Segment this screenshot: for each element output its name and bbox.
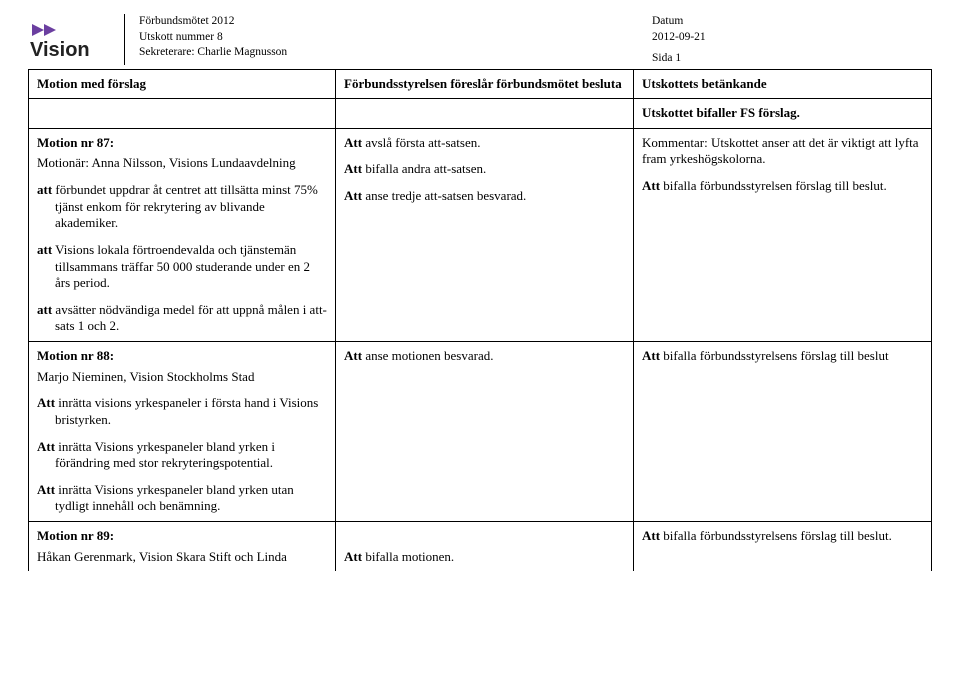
- motion-author: Håkan Gerenmark, Vision Skara Stift och …: [37, 549, 327, 566]
- motions-table: Motion med förslag Förbundsstyrelsen för…: [28, 69, 932, 572]
- header-right-block: Datum 2012-09-21 Sida 1: [652, 14, 932, 67]
- motion-title: Motion nr 87:: [37, 135, 114, 150]
- col-header-motion: Motion med förslag: [29, 69, 336, 99]
- cell-committee-89: Att bifalla förbundsstyrelsens förslag t…: [634, 522, 932, 572]
- motion-title: Motion nr 88:: [37, 348, 114, 363]
- cell-motion-87: Motion nr 87: Motionär: Anna Nilsson, Vi…: [29, 128, 336, 341]
- header-left-block: Förbundsmötet 2012 Utskott nummer 8 Sekr…: [124, 14, 652, 65]
- header-date-value: 2012-09-21: [652, 30, 932, 46]
- page-header: Vision Förbundsmötet 2012 Utskott nummer…: [28, 14, 932, 67]
- table-row: Motion nr 87: Motionär: Anna Nilsson, Vi…: [29, 128, 932, 341]
- att-clause: att förbundet uppdrar åt centret att til…: [37, 182, 327, 232]
- document-page: Vision Förbundsmötet 2012 Utskott nummer…: [0, 0, 960, 678]
- header-secretary: Sekreterare: Charlie Magnusson: [139, 45, 652, 61]
- att-clause: Att inrätta Visions yrkespaneler bland y…: [37, 482, 327, 515]
- motion-title: Motion nr 89:: [37, 528, 114, 543]
- board-line: Att bifalla motionen.: [344, 549, 625, 566]
- committee-approves-text: Utskottet bifaller FS förslag.: [642, 105, 800, 120]
- table-row: Motion nr 88: Marjo Nieminen, Vision Sto…: [29, 342, 932, 522]
- committee-comment: Kommentar: Utskottet anser att det är vi…: [642, 135, 923, 168]
- board-line: Att anse tredje att-satsen besvarad.: [344, 188, 625, 205]
- board-line: Att avslå första att-satsen.: [344, 135, 625, 152]
- cell-board-88: Att anse motionen besvarad.: [336, 342, 634, 522]
- vision-logo: Vision: [28, 14, 124, 64]
- cell-committee-summary: Utskottet bifaller FS förslag.: [634, 99, 932, 129]
- header-page-number: Sida 1: [652, 51, 932, 67]
- cell-committee-88: Att bifalla förbundsstyrelsens förslag t…: [634, 342, 932, 522]
- att-clause: Att inrätta Visions yrkespaneler bland y…: [37, 439, 327, 472]
- board-line: Att bifalla andra att-satsen.: [344, 161, 625, 178]
- committee-decision: Att bifalla förbundsstyrelsen förslag ti…: [642, 178, 923, 195]
- cell-empty: [29, 99, 336, 129]
- header-committee: Utskott nummer 8: [139, 30, 652, 46]
- header-event: Förbundsmötet 2012: [139, 14, 652, 30]
- cell-motion-89: Motion nr 89: Håkan Gerenmark, Vision Sk…: [29, 522, 336, 572]
- cell-empty: [336, 99, 634, 129]
- cell-committee-87: Kommentar: Utskottet anser att det är vi…: [634, 128, 932, 341]
- cell-board-87: Att avslå första att-satsen. Att bifalla…: [336, 128, 634, 341]
- motion-author: Marjo Nieminen, Vision Stockholms Stad: [37, 369, 327, 386]
- committee-decision: Att bifalla förbundsstyrelsens förslag t…: [642, 528, 923, 545]
- committee-decision: Att bifalla förbundsstyrelsens förslag t…: [642, 348, 923, 365]
- att-clause: att Visions lokala förtroendevalda och t…: [37, 242, 327, 292]
- att-clause: att avsätter nödvändiga medel för att up…: [37, 302, 327, 335]
- col-header-committee: Utskottets betänkande: [634, 69, 932, 99]
- table-header-row: Motion med förslag Förbundsstyrelsen för…: [29, 69, 932, 99]
- motion-author: Motionär: Anna Nilsson, Visions Lundaavd…: [37, 155, 327, 172]
- table-row: Utskottet bifaller FS förslag.: [29, 99, 932, 129]
- svg-text:Vision: Vision: [30, 39, 90, 61]
- cell-motion-88: Motion nr 88: Marjo Nieminen, Vision Sto…: [29, 342, 336, 522]
- board-line: Att anse motionen besvarad.: [344, 348, 625, 365]
- col-header-board: Förbundsstyrelsen föreslår förbundsmötet…: [336, 69, 634, 99]
- header-date-label: Datum: [652, 14, 712, 30]
- table-row: Motion nr 89: Håkan Gerenmark, Vision Sk…: [29, 522, 932, 572]
- att-clause: Att inrätta visions yrkespaneler i först…: [37, 395, 327, 428]
- cell-board-89: Att bifalla motionen.: [336, 522, 634, 572]
